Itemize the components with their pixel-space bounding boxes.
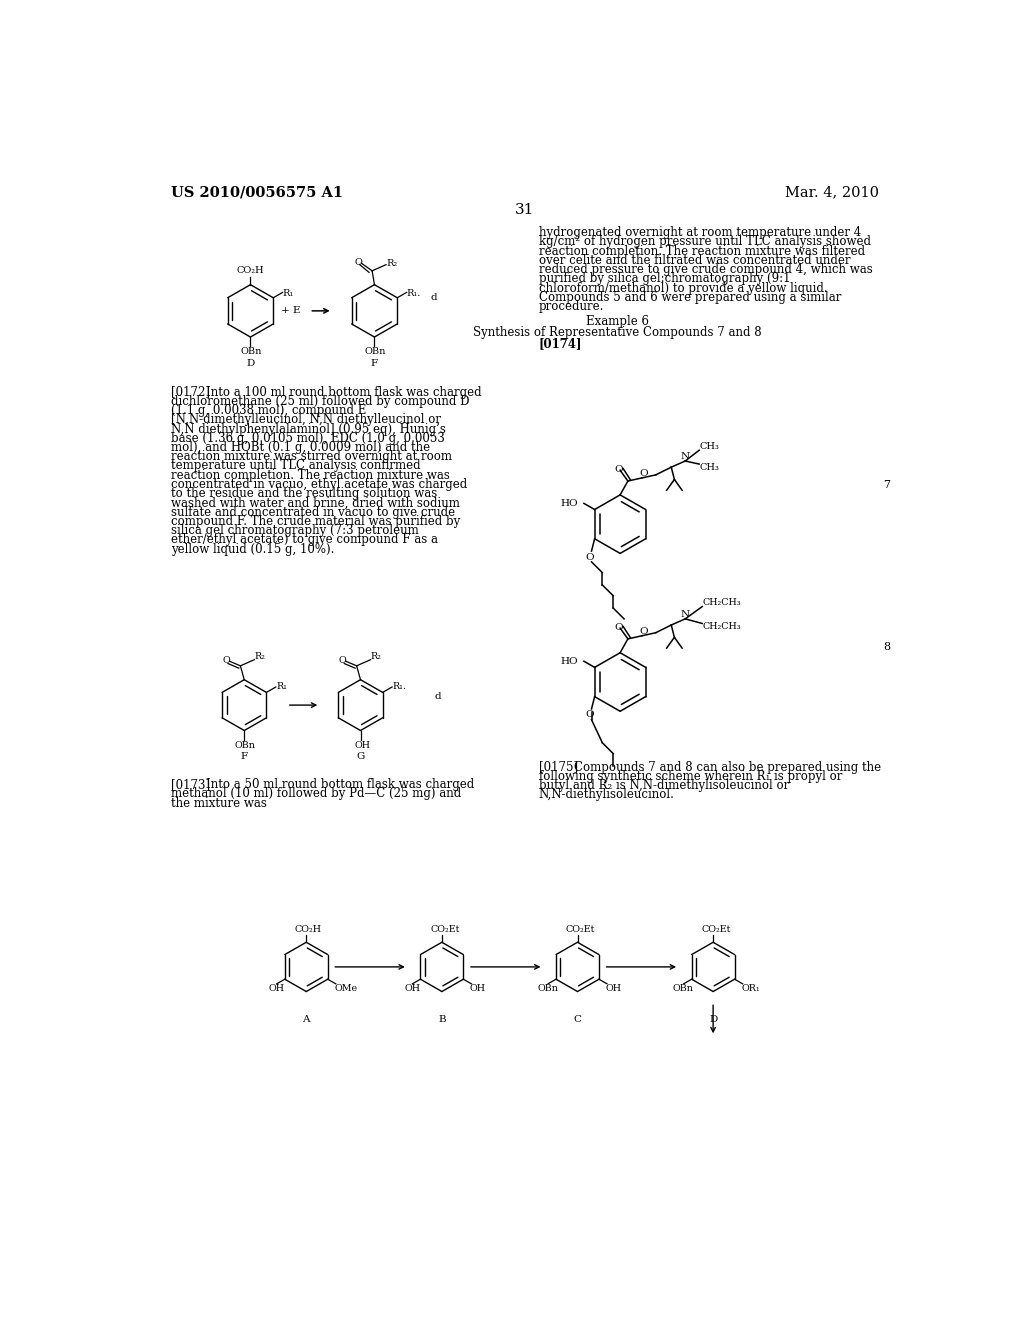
Text: N: N [681, 610, 690, 619]
Text: (1.1 g, 0.0038 mol), compound E: (1.1 g, 0.0038 mol), compound E [171, 404, 366, 417]
Text: G: G [356, 752, 365, 762]
Text: reaction completion. The reaction mixture was: reaction completion. The reaction mixtur… [171, 469, 450, 482]
Text: N,N diethylphenylalaminol] (0.95 eq), Hunig’s: N,N diethylphenylalaminol] (0.95 eq), Hu… [171, 422, 445, 436]
Text: CO₂Et: CO₂Et [566, 924, 595, 933]
Text: Synthesis of Representative Compounds 7 and 8: Synthesis of Representative Compounds 7 … [473, 326, 762, 339]
Text: F: F [371, 359, 378, 367]
Text: O: O [339, 656, 346, 665]
Text: O: O [614, 465, 623, 474]
Text: + E: + E [282, 306, 301, 315]
Text: ether/ethyl acetate) to give compound F as a: ether/ethyl acetate) to give compound F … [171, 533, 437, 546]
Text: OH: OH [269, 983, 285, 993]
Text: D: D [247, 359, 255, 367]
Text: R₁: R₁ [276, 682, 288, 692]
Text: kg/cm² of hydrogen pressure until TLC analysis showed: kg/cm² of hydrogen pressure until TLC an… [539, 235, 870, 248]
Text: chloroform/methanol) to provide a yellow liquid.: chloroform/methanol) to provide a yellow… [539, 281, 827, 294]
Text: yellow liquid (0.15 g, 10%).: yellow liquid (0.15 g, 10%). [171, 543, 334, 556]
Text: HO: HO [560, 656, 579, 665]
Text: dichloromethane (25 ml) followed by compound D: dichloromethane (25 ml) followed by comp… [171, 395, 469, 408]
Text: O: O [586, 553, 594, 561]
Text: methanol (10 ml) followed by Pd—C (25 mg) and: methanol (10 ml) followed by Pd—C (25 mg… [171, 788, 461, 800]
Text: [0175]: [0175] [539, 760, 578, 774]
Text: OBn: OBn [365, 347, 386, 356]
Text: hydrogenated overnight at room temperature under 4: hydrogenated overnight at room temperatu… [539, 226, 861, 239]
Text: the mixture was: the mixture was [171, 797, 266, 809]
Text: silica gel chromatography (7:3 petroleum: silica gel chromatography (7:3 petroleum [171, 524, 419, 537]
Text: R₂: R₂ [371, 652, 382, 661]
Text: CH₂CH₃: CH₂CH₃ [702, 622, 741, 631]
Text: procedure.: procedure. [539, 300, 604, 313]
Text: [0173]: [0173] [171, 779, 210, 791]
Text: 7: 7 [884, 480, 891, 490]
Text: Into a 50 ml round bottom flask was charged: Into a 50 ml round bottom flask was char… [206, 779, 474, 791]
Text: OBn: OBn [538, 983, 558, 993]
Text: temperature until TLC analysis confirmed: temperature until TLC analysis confirmed [171, 459, 420, 473]
Text: [0174]: [0174] [539, 337, 583, 350]
Text: Example 6: Example 6 [587, 315, 649, 329]
Text: butyl and R₂ is N,N-dimethylisoleucinol or: butyl and R₂ is N,N-dimethylisoleucinol … [539, 779, 790, 792]
Text: [N,N-dimethylleucinol, N,N diethylleucinol or: [N,N-dimethylleucinol, N,N diethylleucin… [171, 413, 440, 426]
Text: sulfate and concentrated in vacuo to give crude: sulfate and concentrated in vacuo to giv… [171, 506, 455, 519]
Text: [0172]: [0172] [171, 385, 210, 399]
Text: O: O [354, 257, 362, 267]
Text: OBn: OBn [241, 347, 262, 356]
Text: R₁.: R₁. [393, 682, 407, 692]
Text: OH: OH [470, 983, 485, 993]
Text: OH: OH [605, 983, 622, 993]
Text: O: O [586, 710, 594, 719]
Text: B: B [438, 1015, 445, 1023]
Text: R₂: R₂ [387, 259, 398, 268]
Text: F: F [241, 752, 248, 762]
Text: CO₂H: CO₂H [295, 924, 322, 933]
Text: CO₂Et: CO₂Et [701, 924, 731, 933]
Text: HO: HO [560, 499, 579, 508]
Text: to the residue and the resulting solution was: to the residue and the resulting solutio… [171, 487, 437, 500]
Text: OH: OH [404, 983, 421, 993]
Text: OBn: OBn [234, 741, 255, 750]
Text: compound F. The crude material was purified by: compound F. The crude material was purif… [171, 515, 460, 528]
Text: OH: OH [354, 741, 371, 750]
Text: O: O [222, 656, 230, 665]
Text: R₁.: R₁. [407, 289, 421, 297]
Text: d: d [434, 692, 440, 701]
Text: D: D [709, 1015, 717, 1023]
Text: base (1.36 g, 0.0105 mol), EDC (1.0 g, 0.0053: base (1.36 g, 0.0105 mol), EDC (1.0 g, 0… [171, 432, 444, 445]
Text: OR₁: OR₁ [741, 983, 760, 993]
Text: N,N-diethylisoleucinol.: N,N-diethylisoleucinol. [539, 788, 675, 801]
Text: CH₂CH₃: CH₂CH₃ [702, 598, 741, 607]
Text: mol), and HOBt (0.1 g, 0.0009 mol) and the: mol), and HOBt (0.1 g, 0.0009 mol) and t… [171, 441, 430, 454]
Text: O: O [614, 623, 623, 632]
Text: N: N [681, 451, 690, 461]
Text: R₂: R₂ [254, 652, 265, 661]
Text: CO₂H: CO₂H [237, 267, 264, 275]
Text: CH₃: CH₃ [699, 462, 719, 471]
Text: C: C [573, 1015, 582, 1023]
Text: d: d [430, 293, 437, 302]
Text: O: O [640, 469, 648, 478]
Text: OBn: OBn [673, 983, 693, 993]
Text: CO₂Et: CO₂Et [430, 924, 460, 933]
Text: O: O [640, 627, 648, 635]
Text: reduced pressure to give crude compound 4, which was: reduced pressure to give crude compound … [539, 263, 872, 276]
Text: OMe: OMe [334, 983, 357, 993]
Text: over celite and the filtrated was concentrated under: over celite and the filtrated was concen… [539, 253, 850, 267]
Text: 8: 8 [884, 642, 891, 652]
Text: Into a 100 ml round bottom flask was charged: Into a 100 ml round bottom flask was cha… [206, 385, 482, 399]
Text: Mar. 4, 2010: Mar. 4, 2010 [785, 185, 879, 199]
Text: purified by silica gel:chromatography (9:1: purified by silica gel:chromatography (9… [539, 272, 791, 285]
Text: washed with water and brine, dried with sodium: washed with water and brine, dried with … [171, 496, 460, 510]
Text: reaction completion. The reaction mixture was filtered: reaction completion. The reaction mixtur… [539, 244, 865, 257]
Text: 31: 31 [515, 203, 535, 216]
Text: following synthetic scheme wherein R₁ is propyl or: following synthetic scheme wherein R₁ is… [539, 770, 842, 783]
Text: Compounds 5 and 6 were prepared using a similar: Compounds 5 and 6 were prepared using a … [539, 290, 841, 304]
Text: R₁: R₁ [283, 289, 294, 297]
Text: Compounds 7 and 8 can also be prepared using the: Compounds 7 and 8 can also be prepared u… [574, 760, 882, 774]
Text: US 2010/0056575 A1: US 2010/0056575 A1 [171, 185, 343, 199]
Text: CH₃: CH₃ [699, 442, 719, 450]
Text: concentrated in vacuo, ethyl acetate was charged: concentrated in vacuo, ethyl acetate was… [171, 478, 467, 491]
Text: A: A [302, 1015, 310, 1023]
Text: reaction mixture was stirred overnight at room: reaction mixture was stirred overnight a… [171, 450, 452, 463]
